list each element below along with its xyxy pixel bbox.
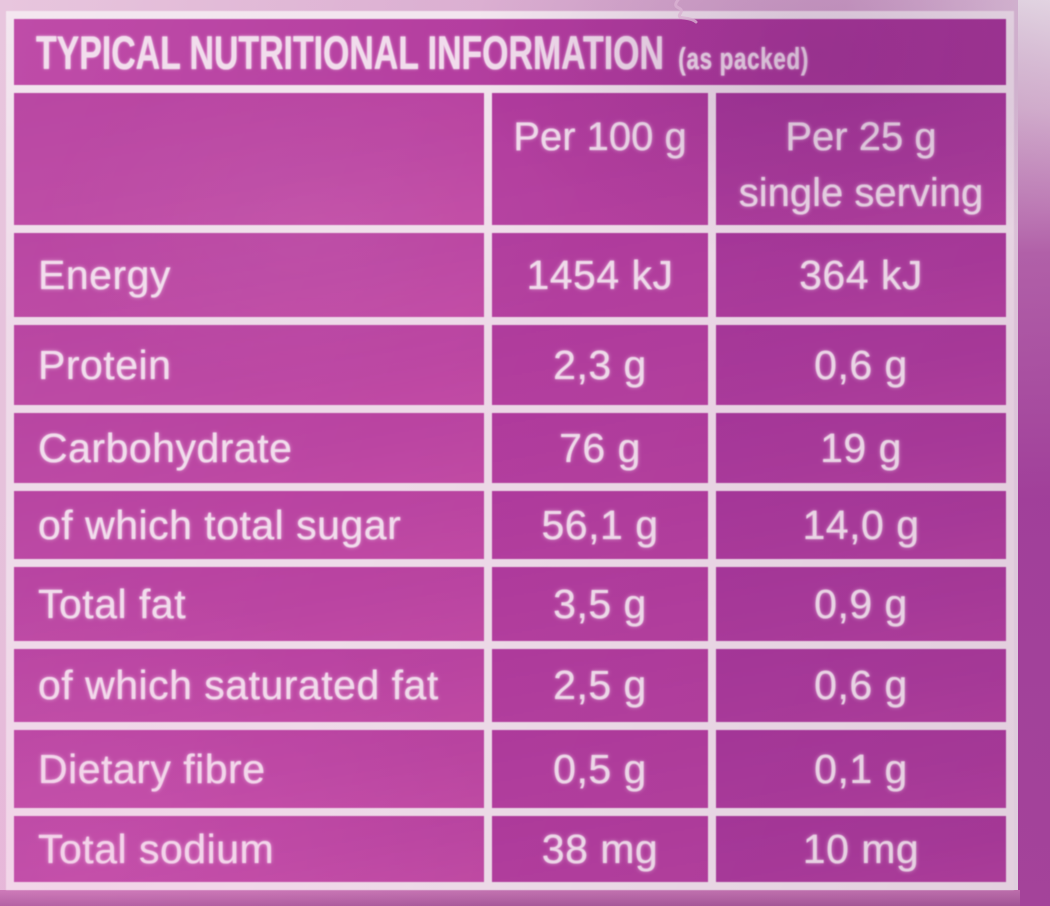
per-serving-line2: single serving [738, 171, 984, 215]
package-edge-right [1018, 0, 1050, 906]
value-total-sodium-per-100g: 38 mg [492, 816, 708, 882]
value-saturated-fat-per-25g: 0,6 g [716, 649, 1006, 722]
row-label-protein: Protein [14, 325, 484, 405]
header-spacer-cell [14, 93, 484, 225]
row-label-saturated-fat: of which saturated fat [14, 649, 484, 722]
nutrition-table: TYPICAL NUTRITIONAL INFORMATION (as pack… [6, 11, 1014, 890]
table-title-wrap: TYPICAL NUTRITIONAL INFORMATION (as pack… [36, 25, 809, 80]
title-qualifier: (as packed) [678, 40, 810, 76]
value-carbohydrate-per-100g: 76 g [492, 413, 708, 483]
row-label-total-sodium: Total sodium [14, 816, 484, 882]
value-total-sugar-per-25g: 14,0 g [716, 491, 1006, 559]
row-label-total-fat: Total fat [14, 567, 484, 641]
value-carbohydrate-per-25g: 19 g [716, 413, 1006, 483]
column-header-per-100g: Per 100 g [492, 93, 708, 225]
value-total-fat-per-100g: 3,5 g [492, 567, 708, 641]
per-serving-line1: Per 25 g [785, 115, 937, 159]
value-total-fat-per-25g: 0,9 g [716, 567, 1006, 641]
value-protein-per-100g: 2,3 g [492, 325, 708, 405]
value-total-sugar-per-100g: 56,1 g [492, 491, 708, 559]
table-title: TYPICAL NUTRITIONAL INFORMATION [36, 25, 664, 79]
column-header-per-serving: Per 25 g single serving [716, 93, 1006, 225]
row-label-total-sugar: of which total sugar [14, 491, 484, 559]
value-dietary-fibre-per-100g: 0,5 g [492, 730, 708, 808]
row-label-dietary-fibre: Dietary fibre [14, 730, 484, 808]
value-energy-per-25g: 364 kJ [716, 233, 1006, 317]
value-dietary-fibre-per-25g: 0,1 g [716, 730, 1006, 808]
package-edge-bottom [0, 890, 1020, 906]
value-total-sodium-per-25g: 10 mg [716, 816, 1006, 882]
value-protein-per-25g: 0,6 g [716, 325, 1006, 405]
table-title-row: TYPICAL NUTRITIONAL INFORMATION (as pack… [14, 19, 1006, 85]
row-label-energy: Energy [14, 233, 484, 317]
column-header-per-100g-label: Per 100 g [513, 115, 687, 159]
row-label-carbohydrate: Carbohydrate [14, 413, 484, 483]
value-saturated-fat-per-100g: 2,5 g [492, 649, 708, 722]
value-energy-per-100g: 1454 kJ [492, 233, 708, 317]
column-header-per-serving-label: Per 25 g single serving [739, 109, 984, 221]
